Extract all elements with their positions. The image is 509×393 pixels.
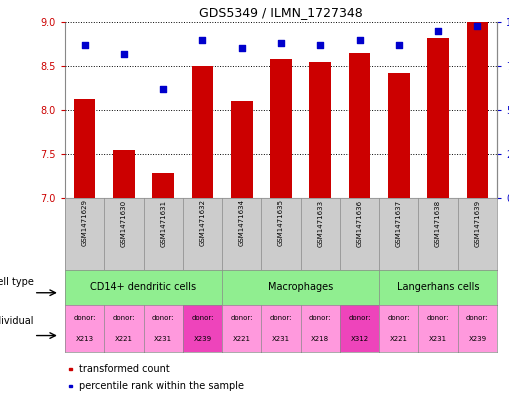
Text: GSM1471633: GSM1471633 bbox=[317, 199, 323, 246]
Bar bbox=[152, 173, 174, 198]
Bar bbox=[349, 53, 371, 198]
Bar bbox=[192, 66, 213, 198]
Text: X312: X312 bbox=[351, 336, 369, 342]
Bar bbox=[388, 73, 410, 198]
Text: X231: X231 bbox=[154, 336, 172, 342]
Text: donor:: donor: bbox=[348, 315, 371, 321]
Text: transformed count: transformed count bbox=[78, 364, 169, 374]
Bar bbox=[427, 38, 449, 198]
Bar bbox=[74, 99, 95, 198]
Text: X218: X218 bbox=[311, 336, 329, 342]
Text: X213: X213 bbox=[75, 336, 94, 342]
Text: GSM1471632: GSM1471632 bbox=[200, 199, 206, 246]
Text: X231: X231 bbox=[272, 336, 290, 342]
Text: donor:: donor: bbox=[466, 315, 489, 321]
Point bbox=[316, 42, 324, 48]
Text: donor:: donor: bbox=[152, 315, 175, 321]
Point bbox=[473, 22, 482, 29]
Point bbox=[355, 37, 363, 43]
Text: GSM1471638: GSM1471638 bbox=[435, 199, 441, 246]
Text: X231: X231 bbox=[429, 336, 447, 342]
Text: GSM1471629: GSM1471629 bbox=[81, 199, 88, 246]
Text: GSM1471639: GSM1471639 bbox=[474, 199, 480, 246]
Text: GSM1471635: GSM1471635 bbox=[278, 199, 284, 246]
Text: percentile rank within the sample: percentile rank within the sample bbox=[78, 380, 244, 391]
Text: donor:: donor: bbox=[270, 315, 292, 321]
Text: X239: X239 bbox=[193, 336, 212, 342]
Text: donor:: donor: bbox=[231, 315, 253, 321]
Title: GDS5349 / ILMN_1727348: GDS5349 / ILMN_1727348 bbox=[199, 6, 363, 19]
Text: X221: X221 bbox=[390, 336, 408, 342]
Text: X239: X239 bbox=[468, 336, 487, 342]
Text: X221: X221 bbox=[233, 336, 251, 342]
Point bbox=[159, 86, 167, 92]
Bar bbox=[467, 22, 488, 198]
Text: Langerhans cells: Langerhans cells bbox=[397, 283, 479, 292]
Text: GSM1471636: GSM1471636 bbox=[356, 199, 362, 246]
Point bbox=[80, 42, 89, 48]
Text: donor:: donor: bbox=[427, 315, 449, 321]
Text: GSM1471637: GSM1471637 bbox=[396, 199, 402, 246]
Bar bbox=[113, 150, 135, 198]
Text: GSM1471630: GSM1471630 bbox=[121, 199, 127, 246]
Text: donor:: donor: bbox=[73, 315, 96, 321]
Text: cell type: cell type bbox=[0, 277, 34, 287]
Text: donor:: donor: bbox=[191, 315, 214, 321]
Point bbox=[120, 51, 128, 57]
Point bbox=[277, 40, 285, 46]
Bar bbox=[231, 101, 252, 198]
Point bbox=[395, 42, 403, 48]
Point bbox=[238, 45, 246, 51]
Bar bbox=[270, 59, 292, 198]
Text: CD14+ dendritic cells: CD14+ dendritic cells bbox=[91, 283, 196, 292]
Text: X221: X221 bbox=[115, 336, 133, 342]
Bar bbox=[69, 384, 72, 387]
Bar bbox=[309, 62, 331, 198]
Text: individual: individual bbox=[0, 316, 34, 327]
Point bbox=[199, 37, 207, 43]
Text: donor:: donor: bbox=[387, 315, 410, 321]
Text: Macrophages: Macrophages bbox=[268, 283, 333, 292]
Text: GSM1471631: GSM1471631 bbox=[160, 199, 166, 246]
Text: donor:: donor: bbox=[112, 315, 135, 321]
Point bbox=[434, 28, 442, 34]
Text: donor:: donor: bbox=[309, 315, 331, 321]
Text: GSM1471634: GSM1471634 bbox=[239, 199, 245, 246]
Bar bbox=[69, 368, 72, 370]
